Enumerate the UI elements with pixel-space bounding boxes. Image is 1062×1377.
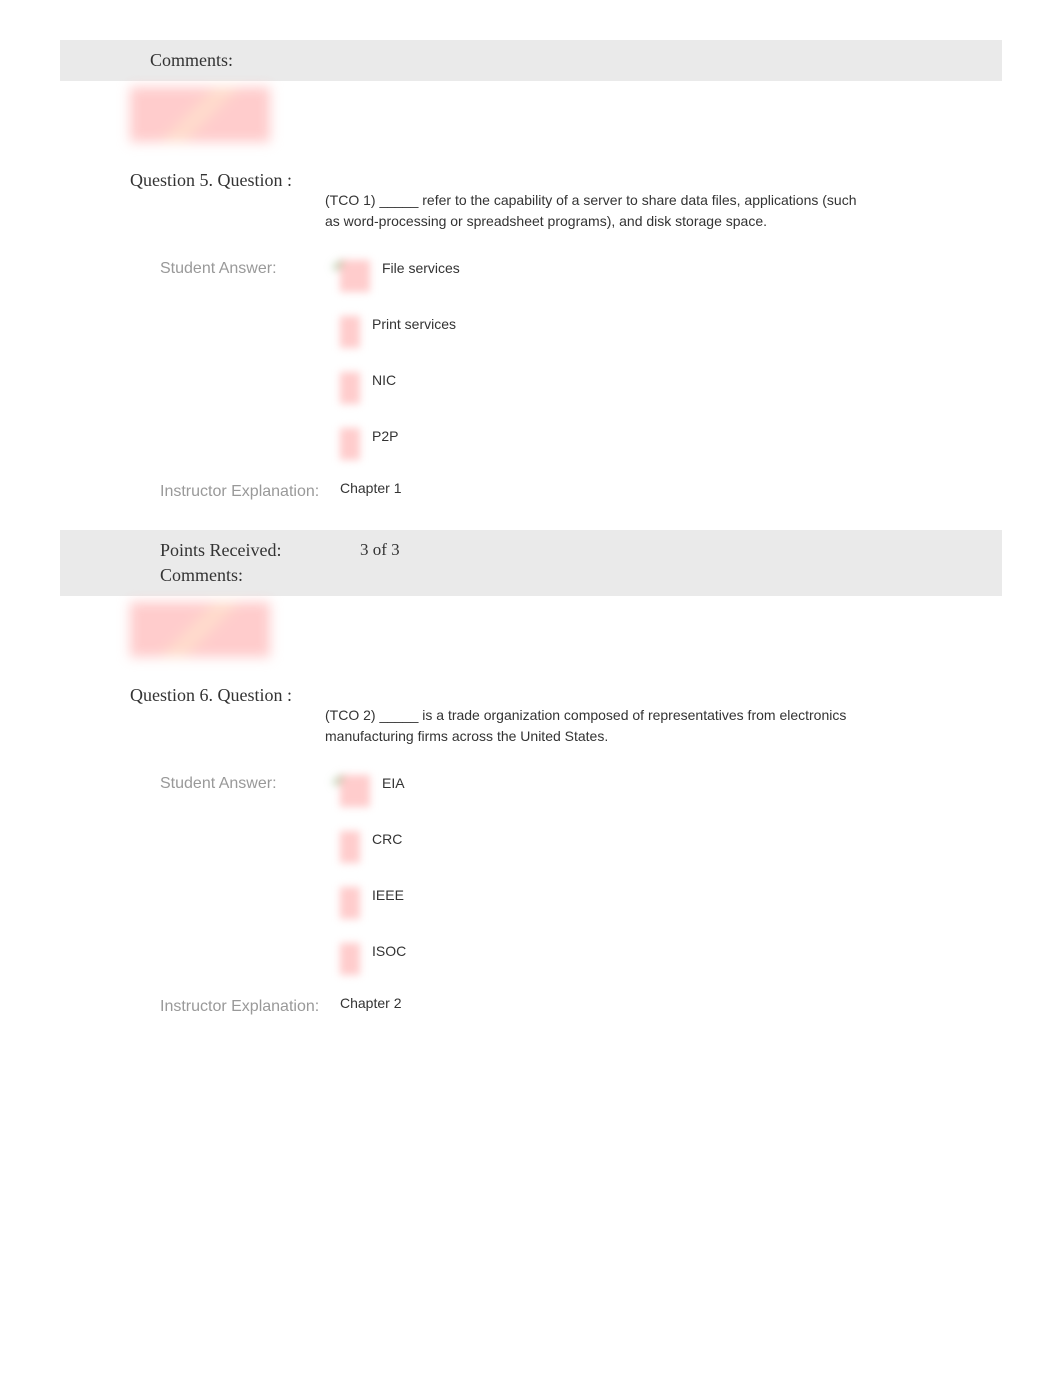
points-received-label: Points Received: [160,540,360,561]
question-5-instructor-section: Instructor Explanation: Chapter 1 [60,468,1002,512]
question-5-points-row: Points Received: 3 of 3 [60,530,1002,563]
question-6-number-label: Question 6. Question : [130,685,325,747]
comments-label: Comments: [160,565,243,585]
blurred-content-block [130,87,270,142]
question-6-number: Question 6. [130,685,213,705]
instructor-explanation-text: Chapter 1 [340,480,401,504]
check-icon: ✔ [332,256,345,276]
option-text: Print services [372,316,456,332]
question-5-header: Question 5. Question : (TCO 1) _____ ref… [60,162,1002,240]
question-6-options: ✔ EIA CRC IEEE ISOC [340,775,406,975]
question-6-label: Question : [218,685,293,705]
question-5-number: Question 5. [130,170,213,190]
option-text: NIC [372,372,396,388]
option-text: ISOC [372,943,406,959]
question-6-instructor-section: Instructor Explanation: Chapter 2 [60,983,1002,1027]
question-5-label: Question : [218,170,293,190]
option-text: P2P [372,428,398,444]
question-5-options: ✔ File services Print services NIC P2P [340,260,460,460]
answer-option: ISOC [340,943,406,975]
option-marker-blur [340,428,360,460]
blurred-content-block [130,602,270,657]
student-answer-label: Student Answer: [160,260,340,460]
comments-label: Comments: [150,50,233,70]
answer-option: ✔ File services [340,260,460,292]
question-6-header: Question 6. Question : (TCO 2) _____ is … [60,677,1002,755]
instructor-explanation-label: Instructor Explanation: [160,995,340,1019]
answer-option: IEEE [340,887,406,919]
option-text: EIA [382,775,405,791]
question-5-comments-row: Comments: [60,563,1002,596]
option-text: CRC [372,831,402,847]
answer-option: ✔ EIA [340,775,406,807]
comments-row-top: Comments: [60,40,1002,81]
option-marker-blur: ✔ [340,260,370,292]
answer-option: Print services [340,316,460,348]
question-5-answer-section: Student Answer: ✔ File services Print se… [60,240,1002,468]
instructor-explanation-label: Instructor Explanation: [160,480,340,504]
question-6-text: (TCO 2) _____ is a trade organization co… [325,685,875,747]
option-marker-blur [340,372,360,404]
question-5-text: (TCO 1) _____ refer to the capability of… [325,170,875,232]
check-icon: ✔ [332,771,345,791]
option-marker-blur [340,943,360,975]
student-answer-label: Student Answer: [160,775,340,975]
option-text: IEEE [372,887,404,903]
option-marker-blur [340,831,360,863]
points-received-value: 3 of 3 [360,540,400,561]
option-marker-blur [340,887,360,919]
option-text: File services [382,260,460,276]
answer-option: CRC [340,831,406,863]
question-5-number-label: Question 5. Question : [130,170,325,232]
option-marker-blur: ✔ [340,775,370,807]
question-6-answer-section: Student Answer: ✔ EIA CRC IEEE ISOC [60,755,1002,983]
option-marker-blur [340,316,360,348]
answer-option: P2P [340,428,460,460]
answer-option: NIC [340,372,460,404]
instructor-explanation-text: Chapter 2 [340,995,401,1019]
